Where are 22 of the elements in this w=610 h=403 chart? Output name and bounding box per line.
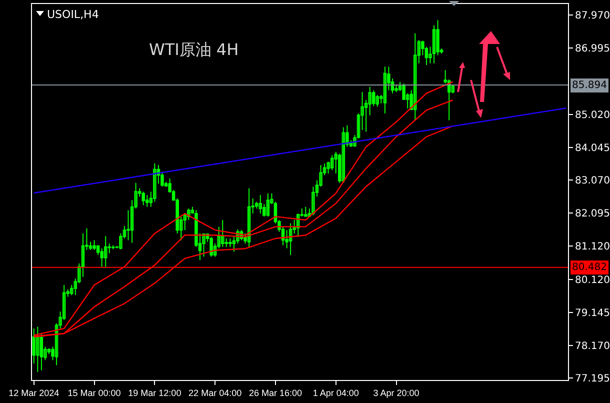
chart-title: USOIL,H4 xyxy=(47,8,99,21)
x-tick-label: 26 Mar 16:00 xyxy=(248,388,302,398)
y-tick-label: 82.095 xyxy=(575,208,610,220)
x-tick-label: 22 Mar 04:00 xyxy=(188,388,242,398)
x-tick-label: 1 Apr 04:00 xyxy=(312,388,359,398)
y-tick-label: 77.195 xyxy=(575,374,610,385)
x-tick-label: 3 Apr 20:00 xyxy=(373,388,420,398)
x-tick-label: 15 Mar 00:00 xyxy=(68,388,121,398)
y-tick-label: 81.120 xyxy=(575,241,610,252)
ref-line-label: 85.894 xyxy=(572,80,607,91)
annotation: WTI原油 4H xyxy=(149,40,239,59)
x-tick-label: 19 Mar 12:00 xyxy=(128,388,182,398)
y-tick-label: 78.170 xyxy=(575,340,610,352)
y-tick-label: 86.995 xyxy=(575,43,610,54)
y-tick-label: 84.045 xyxy=(575,142,610,154)
y-tick-label: 80.120 xyxy=(575,275,610,286)
y-tick-label: 79.145 xyxy=(575,308,610,319)
x-tick-label: 12 Mar 2024 xyxy=(8,388,60,398)
ref-line-label: 80.482 xyxy=(572,262,607,273)
y-tick-label: 87.970 xyxy=(575,10,610,22)
y-tick-label: 85.020 xyxy=(575,110,610,122)
y-tick-label: 83.070 xyxy=(575,176,610,187)
